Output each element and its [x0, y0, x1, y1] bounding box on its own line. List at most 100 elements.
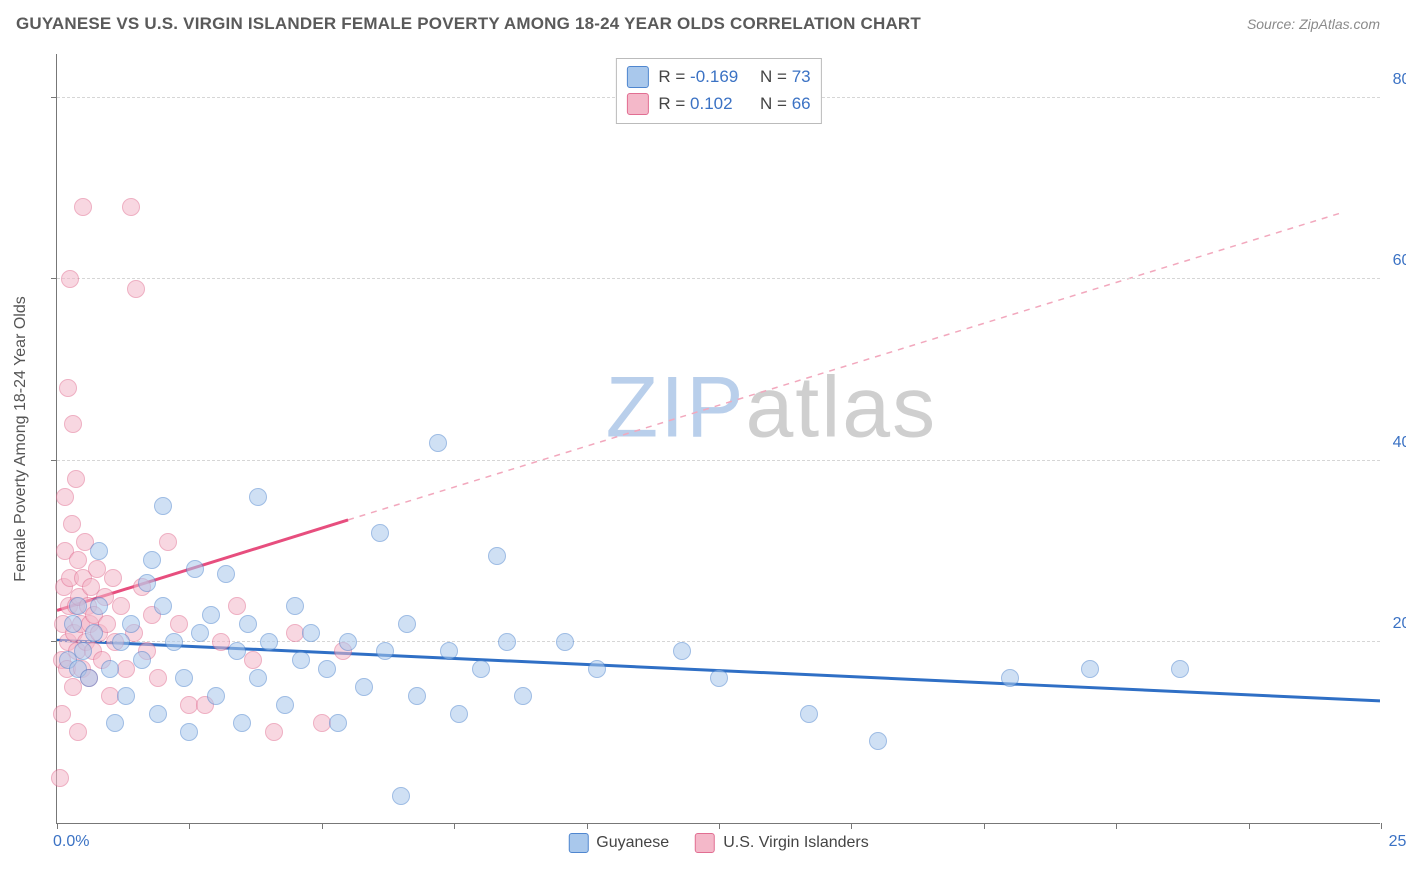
x-tick [851, 823, 852, 829]
scatter-point [249, 488, 267, 506]
scatter-point [265, 723, 283, 741]
y-tick-label: 80.0% [1393, 71, 1406, 89]
scatter-point [318, 660, 336, 678]
scatter-point [710, 669, 728, 687]
scatter-point [202, 606, 220, 624]
scatter-point [64, 415, 82, 433]
scatter-point [85, 624, 103, 642]
scatter-point [127, 280, 145, 298]
scatter-point [154, 497, 172, 515]
legend-row: R = 0.102 N = 66 [626, 90, 810, 117]
scatter-point [472, 660, 490, 678]
scatter-point [1081, 660, 1099, 678]
scatter-point [498, 633, 516, 651]
legend-swatch [695, 833, 715, 853]
scatter-point [159, 533, 177, 551]
r-value: R = 0.102 [658, 90, 750, 117]
x-tick [1116, 823, 1117, 829]
y-tick-label: 20.0% [1393, 615, 1406, 633]
scatter-point [165, 633, 183, 651]
scatter-point [149, 705, 167, 723]
source-name: ZipAtlas.com [1299, 16, 1380, 32]
scatter-point [112, 597, 130, 615]
scatter-point [329, 714, 347, 732]
scatter-point [450, 705, 468, 723]
scatter-point [233, 714, 251, 732]
x-tick [1249, 823, 1250, 829]
n-value: N = 66 [760, 90, 811, 117]
scatter-point [104, 569, 122, 587]
scatter-point [191, 624, 209, 642]
scatter-point [90, 597, 108, 615]
legend-label: U.S. Virgin Islanders [723, 834, 869, 852]
scatter-point [1001, 669, 1019, 687]
scatter-point [61, 270, 79, 288]
x-axis-max-label: 25.0% [1389, 833, 1406, 851]
x-tick [189, 823, 190, 829]
x-tick [1381, 823, 1382, 829]
scatter-point [249, 669, 267, 687]
scatter-point [117, 687, 135, 705]
y-tick-label: 60.0% [1393, 252, 1406, 270]
scatter-point [101, 660, 119, 678]
scatter-point [74, 642, 92, 660]
scatter-point [1171, 660, 1189, 678]
scatter-point [244, 651, 262, 669]
legend-swatch [626, 66, 648, 88]
source-prefix: Source: [1247, 16, 1299, 32]
scatter-point [260, 633, 278, 651]
scatter-point [800, 705, 818, 723]
scatter-point [106, 714, 124, 732]
scatter-point [869, 732, 887, 750]
scatter-point [69, 597, 87, 615]
x-tick [984, 823, 985, 829]
scatter-point [69, 551, 87, 569]
x-tick [57, 823, 58, 829]
scatter-point [239, 615, 257, 633]
scatter-point [408, 687, 426, 705]
scatter-point [514, 687, 532, 705]
scatter-point [180, 723, 198, 741]
scatter-point [175, 669, 193, 687]
scatter-point [112, 633, 130, 651]
scatter-point [588, 660, 606, 678]
scatter-point [355, 678, 373, 696]
n-value: N = 73 [760, 63, 811, 90]
scatter-point [429, 434, 447, 452]
scatter-point [302, 624, 320, 642]
chart-header: GUYANESE VS U.S. VIRGIN ISLANDER FEMALE … [0, 0, 1406, 46]
chart-plot-area: Female Poverty Among 18-24 Year Olds ZIP… [56, 54, 1380, 824]
x-tick [454, 823, 455, 829]
scatter-point [143, 551, 161, 569]
scatter-point [90, 542, 108, 560]
legend-swatch [626, 93, 648, 115]
scatter-point [392, 787, 410, 805]
scatter-point [63, 515, 81, 533]
scatter-point [186, 560, 204, 578]
y-axis-title: Female Poverty Among 18-24 Year Olds [12, 296, 30, 582]
legend-item: Guyanese [568, 833, 669, 853]
scatter-point [276, 696, 294, 714]
scatter-point [228, 597, 246, 615]
scatter-point [64, 678, 82, 696]
scatter-point [440, 642, 458, 660]
scatter-point [74, 198, 92, 216]
scatter-point [376, 642, 394, 660]
scatter-point [56, 488, 74, 506]
scatter-point [228, 642, 246, 660]
scatter-point [556, 633, 574, 651]
correlation-legend: R = -0.169 N = 73 R = 0.102 N = 66 [615, 58, 821, 124]
scatter-point [59, 379, 77, 397]
scatter-point [69, 723, 87, 741]
chart-title: GUYANESE VS U.S. VIRGIN ISLANDER FEMALE … [16, 14, 921, 34]
scatter-point [398, 615, 416, 633]
scatter-point [673, 642, 691, 660]
scatter-point [80, 669, 98, 687]
y-tick-label: 40.0% [1393, 434, 1406, 452]
scatter-point [53, 705, 71, 723]
scatter-point [154, 597, 172, 615]
scatter-point [122, 198, 140, 216]
r-value: R = -0.169 [658, 63, 750, 90]
legend-row: R = -0.169 N = 73 [626, 63, 810, 90]
legend-label: Guyanese [596, 834, 669, 852]
